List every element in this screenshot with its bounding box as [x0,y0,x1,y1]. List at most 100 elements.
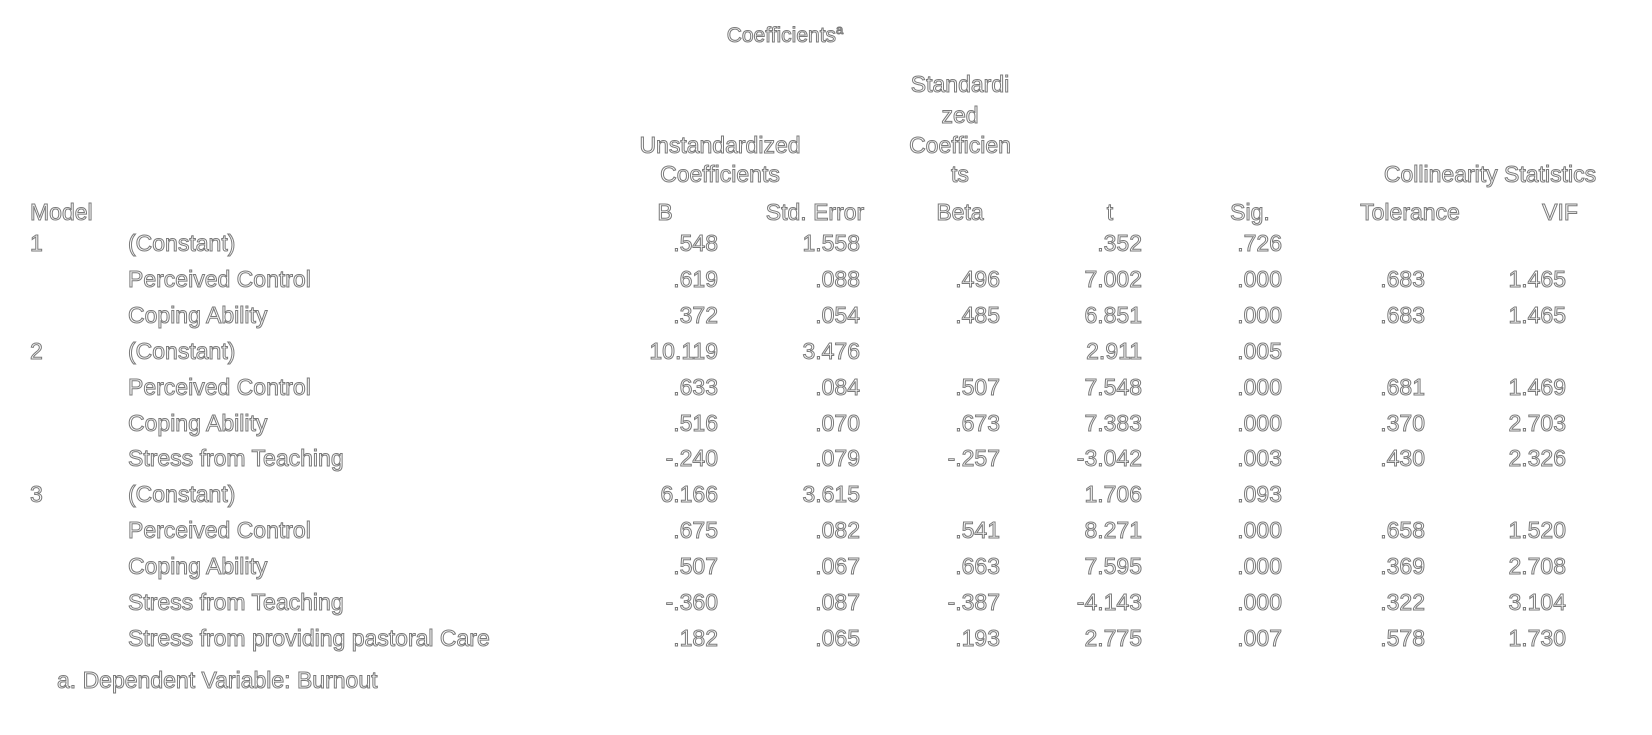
cell-t: -3.042 [1076,445,1142,472]
cell-t: 1.706 [1084,481,1143,508]
cell-std-error: .087 [815,589,861,616]
cell-b: .182 [673,625,719,652]
cell-t: 7.002 [1084,266,1143,293]
cell-sig: .000 [1237,266,1283,293]
cell-b: 6.166 [660,481,719,508]
cell-t: 2.911 [1086,338,1143,365]
cell-predictor: (Constant) [128,230,236,257]
cell-beta: .663 [955,553,1001,580]
cell-sig: .000 [1237,374,1283,401]
cell-t: 7.548 [1084,374,1143,401]
cell-b: .619 [673,266,719,293]
cell-vif: 2.708 [1508,553,1567,580]
cell-vif: 2.326 [1508,445,1567,472]
header-beta: Beta [936,199,984,226]
cell-sig: .000 [1237,302,1283,329]
cell-std-error: .070 [815,410,861,437]
cell-t: 2.775 [1084,625,1143,652]
cell-vif: 2.703 [1508,410,1567,437]
cell-beta: .541 [955,517,1001,544]
cell-beta: -.257 [947,445,1000,472]
header-vif: VIF [1542,199,1579,226]
cell-b: -.360 [665,589,718,616]
header-standardized-line1: Standardi [910,71,1010,98]
cell-beta: .485 [955,302,1001,329]
cell-b: .372 [673,302,719,329]
cell-beta: .496 [955,266,1001,293]
cell-t: 8.271 [1084,517,1143,544]
cell-predictor: Coping Ability [128,302,268,329]
cell-sig: .007 [1237,625,1283,652]
cell-b: 10.119 [649,338,719,365]
table-title: Coefficientsa [640,16,930,50]
cell-t: 7.595 [1084,553,1143,580]
cell-vif: 1.465 [1508,266,1567,293]
cell-sig: .000 [1237,410,1283,437]
header-standardized-line3: Coefficien [909,132,1012,159]
cell-tolerance: .683 [1380,302,1426,329]
header-unstandardized-line2: Coefficients [660,161,781,188]
cell-tolerance: .322 [1380,589,1426,616]
header-std-error: Std. Error [765,199,865,226]
cell-std-error: .065 [815,625,861,652]
cell-predictor: Stress from providing pastoral Care [128,625,491,652]
cell-std-error: .054 [815,302,861,329]
cell-beta: -.387 [947,589,1000,616]
cell-t: -4.143 [1076,589,1142,616]
cell-vif: 3.104 [1508,589,1567,616]
cell-predictor: (Constant) [128,338,236,365]
cell-std-error: 1.558 [802,230,861,257]
cell-std-error: .084 [815,374,861,401]
cell-vif: 1.520 [1508,517,1567,544]
header-standardized-line2: zed [941,102,979,129]
cell-std-error: 3.476 [802,338,861,365]
cell-b: .675 [673,517,719,544]
cell-std-error: 3.615 [802,481,861,508]
cell-model: 2 [30,338,44,365]
cell-std-error: .079 [815,445,861,472]
cell-beta: .193 [955,625,1001,652]
cell-t: .352 [1097,230,1143,257]
header-standardized-line4: ts [951,161,970,188]
cell-beta: .507 [955,374,1001,401]
cell-predictor: Perceived Control [128,266,312,293]
cell-vif: 1.465 [1508,302,1567,329]
cell-vif: 1.730 [1508,625,1567,652]
cell-std-error: .082 [815,517,861,544]
cell-model: 3 [30,481,44,508]
cell-t: 6.851 [1084,302,1143,329]
header-model: Model [30,199,94,226]
cell-tolerance: .578 [1380,625,1426,652]
header-tolerance: Tolerance [1360,199,1461,226]
cell-b: -.240 [665,445,718,472]
header-collinearity: Collinearity Statistics [1383,161,1597,188]
cell-model: 1 [30,230,44,257]
cell-predictor: Stress from Teaching [128,589,345,616]
header-t: t [1106,199,1114,226]
cell-tolerance: .658 [1380,517,1426,544]
cell-sig: .000 [1237,553,1283,580]
cell-tolerance: .370 [1380,410,1426,437]
cell-b: .548 [673,230,719,257]
cell-beta: .673 [955,410,1001,437]
header-unstandardized-line1: Unstandardized [639,132,801,159]
title-superscript: a [836,22,844,38]
cell-t: 7.383 [1084,410,1143,437]
cell-sig: .000 [1237,517,1283,544]
cell-sig: .726 [1237,230,1283,257]
cell-sig: .093 [1237,481,1283,508]
title-text: Coefficients [726,24,837,48]
cell-tolerance: .430 [1380,445,1426,472]
cell-std-error: .067 [815,553,861,580]
cell-tolerance: .681 [1380,374,1426,401]
cell-vif: 1.469 [1508,374,1567,401]
cell-b: .633 [673,374,719,401]
cell-b: .516 [673,410,719,437]
header-sig: Sig. [1230,199,1271,226]
cell-tolerance: .369 [1380,553,1426,580]
header-b: B [657,199,673,226]
cell-sig: .000 [1237,589,1283,616]
cell-predictor: Perceived Control [128,374,312,401]
footnote: a. Dependent Variable: Burnout [57,667,379,694]
cell-predictor: Perceived Control [128,517,312,544]
